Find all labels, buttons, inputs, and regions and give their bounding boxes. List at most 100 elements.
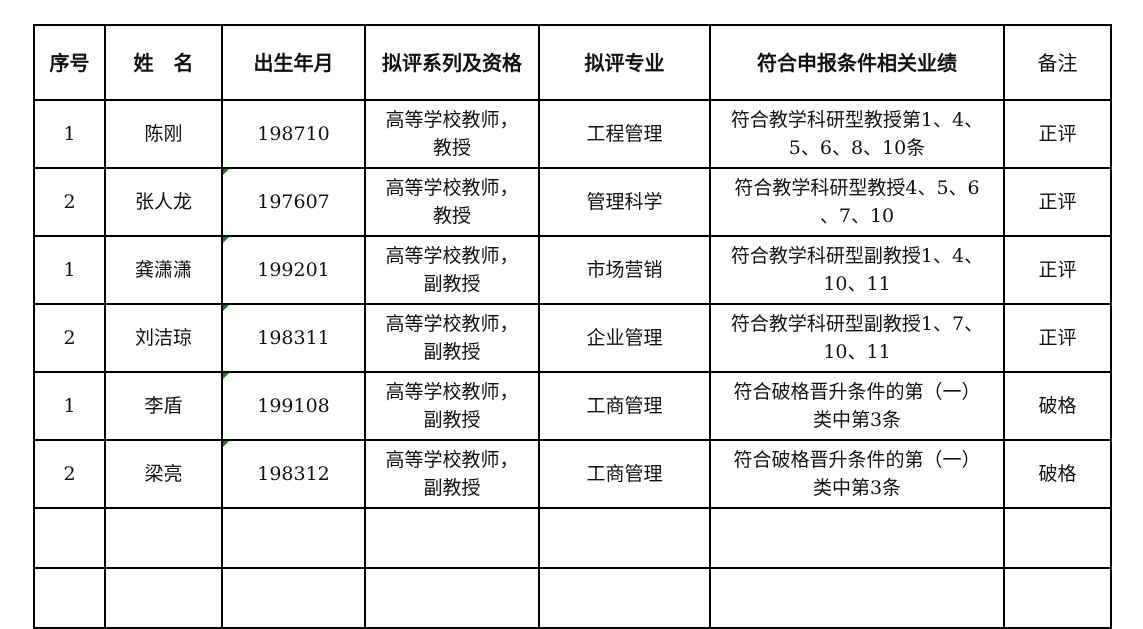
cell-birth[interactable]: 198312 bbox=[221, 439, 366, 509]
cell-series-line: 高等学校教师， bbox=[385, 313, 519, 335]
cell-achievements-line: 符合破格晋升条件的第（一） bbox=[733, 449, 981, 471]
cell-birth[interactable]: 197607 bbox=[221, 167, 366, 237]
cell-birth-text: 199108 bbox=[257, 395, 330, 417]
cell-achievements-line: 类中第3条 bbox=[812, 409, 902, 431]
table-row: 1 陈刚 198710 高等学校教师， 教授 工程管理 符合教学科研型教授第1、4、 5、6、… bbox=[33, 99, 1112, 169]
table-row: 1 龚潇潇 199201 高等学校教师， 副教授 市场营销 符合教学科研型副教授1、4、 10… bbox=[33, 235, 1112, 305]
cell-birth[interactable]: 199201 bbox=[221, 235, 366, 305]
cell-major[interactable]: 企业管理 bbox=[538, 303, 711, 373]
cell-name-text: 梁亮 bbox=[144, 463, 183, 485]
cell-major[interactable]: 工商管理 bbox=[538, 439, 711, 509]
cell-series[interactable]: 高等学校教师， 副教授 bbox=[364, 439, 540, 509]
cell-achievements-line: 符合教学科研型副教授1、7、 bbox=[730, 313, 984, 335]
cell-birth[interactable]: 198311 bbox=[221, 303, 366, 373]
table-row: 2 刘洁琼 198311 高等学校教师， 副教授 企业管理 符合教学科研型副教授1、7、 10… bbox=[33, 303, 1112, 373]
cell-remark[interactable]: 正评 bbox=[1003, 235, 1112, 305]
cell-achievements[interactable]: 符合教学科研型教授第1、4、 5、6、8、10条 bbox=[709, 99, 1005, 169]
cell-no[interactable]: 1 bbox=[33, 235, 106, 305]
cell-name-text: 刘洁琼 bbox=[134, 327, 192, 349]
cell-remark-text: 破格 bbox=[1038, 395, 1077, 417]
cell-birth-text: 197607 bbox=[257, 191, 330, 213]
cell-series[interactable]: 高等学校教师， 教授 bbox=[364, 167, 540, 237]
empty-cell[interactable] bbox=[538, 567, 711, 629]
header-major[interactable]: 拟评专业 bbox=[538, 24, 711, 101]
empty-cell[interactable] bbox=[364, 507, 540, 569]
cell-achievements[interactable]: 符合破格晋升条件的第（一） 类中第3条 bbox=[709, 439, 1005, 509]
cell-achievements-line: 符合教学科研型教授4、5、6 bbox=[734, 177, 980, 199]
cell-no[interactable]: 2 bbox=[33, 167, 106, 237]
cell-birth[interactable]: 199108 bbox=[221, 371, 366, 441]
cell-series-line: 副教授 bbox=[423, 477, 481, 499]
empty-cell[interactable] bbox=[221, 567, 366, 629]
empty-cell[interactable] bbox=[709, 567, 1005, 629]
cell-name[interactable]: 刘洁琼 bbox=[104, 303, 223, 373]
cell-no[interactable]: 2 bbox=[33, 303, 106, 373]
header-series[interactable]: 拟评系列及资格 bbox=[364, 24, 540, 101]
cell-name-text: 李盾 bbox=[144, 395, 183, 417]
cell-birth[interactable]: 198710 bbox=[221, 99, 366, 169]
cell-remark-text: 破格 bbox=[1038, 463, 1077, 485]
empty-cell[interactable] bbox=[221, 507, 366, 569]
empty-cell[interactable] bbox=[104, 567, 223, 629]
cell-name[interactable]: 梁亮 bbox=[104, 439, 223, 509]
empty-cell[interactable] bbox=[538, 507, 711, 569]
cell-achievements[interactable]: 符合教学科研型副教授1、4、 10、11 bbox=[709, 235, 1005, 305]
header-achievements[interactable]: 符合申报条件相关业绩 bbox=[709, 24, 1005, 101]
cell-series-line: 副教授 bbox=[423, 273, 481, 295]
header-name[interactable]: 姓 名 bbox=[104, 24, 223, 101]
cell-name-text: 龚潇潇 bbox=[134, 259, 192, 281]
cell-birth-text: 198710 bbox=[257, 123, 330, 145]
empty-row bbox=[33, 507, 1112, 569]
empty-row bbox=[33, 567, 1112, 629]
number-as-text-flag-icon bbox=[223, 305, 229, 311]
cell-achievements[interactable]: 符合教学科研型副教授1、7、 10、11 bbox=[709, 303, 1005, 373]
cell-series[interactable]: 高等学校教师， 副教授 bbox=[364, 303, 540, 373]
empty-cell[interactable] bbox=[33, 507, 106, 569]
cell-series-line: 高等学校教师， bbox=[385, 109, 519, 131]
header-no[interactable]: 序号 bbox=[33, 24, 106, 101]
cell-major-text: 工商管理 bbox=[586, 463, 663, 485]
cell-name[interactable]: 陈刚 bbox=[104, 99, 223, 169]
cell-remark[interactable]: 正评 bbox=[1003, 167, 1112, 237]
empty-cell[interactable] bbox=[364, 567, 540, 629]
cell-achievements[interactable]: 符合教学科研型教授4、5、6 、7、10 bbox=[709, 167, 1005, 237]
cell-achievements[interactable]: 符合破格晋升条件的第（一） 类中第3条 bbox=[709, 371, 1005, 441]
cell-remark[interactable]: 破格 bbox=[1003, 371, 1112, 441]
cell-no[interactable]: 1 bbox=[33, 99, 106, 169]
empty-cell[interactable] bbox=[33, 567, 106, 629]
empty-cell[interactable] bbox=[1003, 567, 1112, 629]
empty-cell[interactable] bbox=[709, 507, 1005, 569]
table-row: 1 李盾 199108 高等学校教师， 副教授 工商管理 符合破格晋升条件的第（一） 类中第3… bbox=[33, 371, 1112, 441]
cell-major-text: 工商管理 bbox=[586, 395, 663, 417]
cell-no-text: 2 bbox=[63, 463, 76, 485]
cell-series-line: 教授 bbox=[432, 137, 471, 159]
cell-major[interactable]: 市场营销 bbox=[538, 235, 711, 305]
cell-major[interactable]: 工程管理 bbox=[538, 99, 711, 169]
cell-name[interactable]: 李盾 bbox=[104, 371, 223, 441]
empty-cell[interactable] bbox=[104, 507, 223, 569]
cell-birth-text: 198312 bbox=[257, 463, 330, 485]
cell-series-line: 副教授 bbox=[423, 409, 481, 431]
cell-series[interactable]: 高等学校教师， 教授 bbox=[364, 99, 540, 169]
cell-remark[interactable]: 破格 bbox=[1003, 439, 1112, 509]
header-remark[interactable]: 备注 bbox=[1003, 24, 1112, 101]
cell-remark[interactable]: 正评 bbox=[1003, 303, 1112, 373]
empty-cell[interactable] bbox=[1003, 507, 1112, 569]
cell-remark[interactable]: 正评 bbox=[1003, 99, 1112, 169]
cell-remark-text: 正评 bbox=[1038, 123, 1077, 145]
cell-series[interactable]: 高等学校教师， 副教授 bbox=[364, 235, 540, 305]
cell-achievements-line: 5、6、8、10条 bbox=[788, 137, 926, 159]
cell-series-line: 高等学校教师， bbox=[385, 245, 519, 267]
header-birth[interactable]: 出生年月 bbox=[221, 24, 366, 101]
cell-name[interactable]: 张人龙 bbox=[104, 167, 223, 237]
cell-no[interactable]: 2 bbox=[33, 439, 106, 509]
cell-series[interactable]: 高等学校教师， 副教授 bbox=[364, 371, 540, 441]
cell-major[interactable]: 管理科学 bbox=[538, 167, 711, 237]
cell-name[interactable]: 龚潇潇 bbox=[104, 235, 223, 305]
number-as-text-flag-icon bbox=[223, 373, 229, 379]
cell-name-text: 陈刚 bbox=[144, 123, 183, 145]
cell-major-text: 管理科学 bbox=[586, 191, 663, 213]
cell-name-text: 张人龙 bbox=[134, 191, 192, 213]
cell-major[interactable]: 工商管理 bbox=[538, 371, 711, 441]
cell-no[interactable]: 1 bbox=[33, 371, 106, 441]
